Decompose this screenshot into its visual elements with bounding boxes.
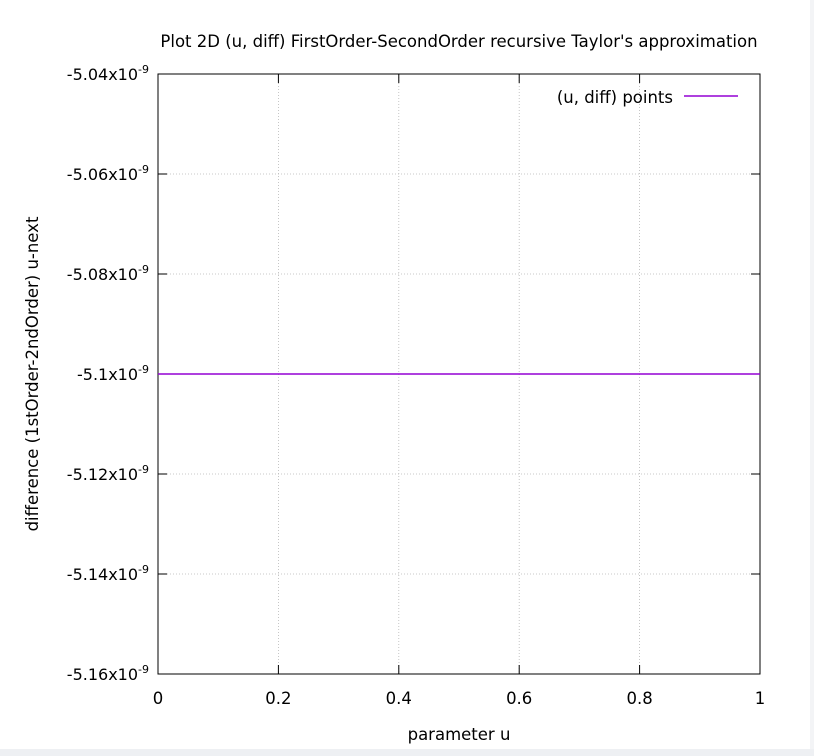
y-tick-exponent: -9 [138, 363, 149, 376]
x-tick-label: 0.6 [506, 689, 532, 708]
y-tick-mantissa: -5.08x10 [67, 265, 138, 284]
y-axis-label: difference (1stOrder-2ndOrder) u-next [23, 216, 42, 531]
y-tick-mantissa: -5.1x10 [77, 365, 138, 384]
y-tick-exponent: -9 [138, 63, 149, 76]
y-tick-label: -5.1x10-9 [77, 363, 149, 384]
x-tick-label: 0.2 [265, 689, 291, 708]
y-tick-label: -5.08x10-9 [67, 263, 149, 284]
y-tick-mantissa: -5.14x10 [67, 565, 138, 584]
legend: (u, diff) points [557, 88, 738, 107]
y-tick-label: -5.04x10-9 [67, 63, 149, 84]
y-tick-label: -5.14x10-9 [67, 563, 149, 584]
y-tick-exponent: -9 [138, 163, 149, 176]
x-tick-label: 0.4 [386, 689, 412, 708]
chart-title: Plot 2D (u, diff) FirstOrder-SecondOrder… [160, 32, 757, 51]
legend-label: (u, diff) points [557, 88, 673, 107]
window-bottom-edge [0, 749, 814, 756]
x-tick-label: 1 [755, 689, 766, 708]
y-tick-exponent: -9 [138, 463, 149, 476]
y-tick-mantissa: -5.06x10 [67, 165, 138, 184]
y-tick-label: -5.16x10-9 [67, 663, 149, 684]
y-tick-label: -5.06x10-9 [67, 163, 149, 184]
x-tick-label: 0 [153, 689, 164, 708]
x-tick-label: 0.8 [626, 689, 652, 708]
y-tick-exponent: -9 [138, 263, 149, 276]
window-right-edge [810, 0, 814, 749]
y-tick-label: -5.12x10-9 [67, 463, 149, 484]
y-tick-exponent: -9 [138, 663, 149, 676]
y-tick-exponent: -9 [138, 563, 149, 576]
y-tick-mantissa: -5.12x10 [67, 465, 138, 484]
y-tick-mantissa: -5.04x10 [67, 65, 138, 84]
y-tick-mantissa: -5.16x10 [67, 665, 138, 684]
x-axis-label: parameter u [408, 725, 511, 744]
ticks: 0 0.2 0.4 0.6 0.8 1-5.04x10-9-5.06x10-9-5.08x… [67, 63, 765, 708]
